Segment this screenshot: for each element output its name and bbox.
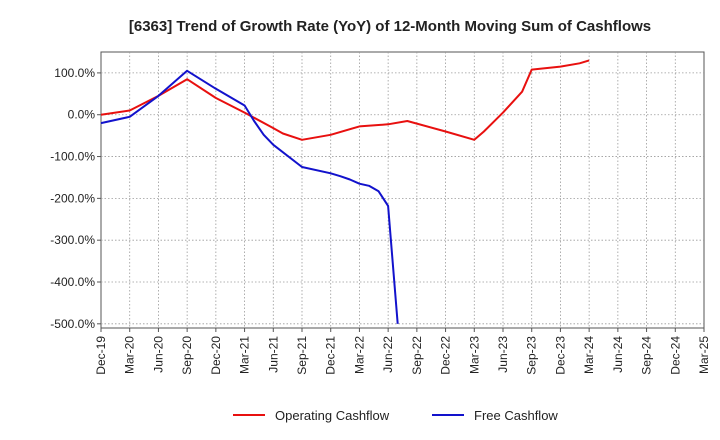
operating-cashflow-legend-label: Operating Cashflow	[275, 408, 390, 423]
series-lines	[100, 59, 590, 324]
x-axis: Dec-19 Mar-20 Jun-20 Sep-20 Dec-20 Mar-21 Jun-…	[94, 328, 711, 375]
chart-title: [6363] Trend of Growth Rate (YoY) of 12-…	[129, 18, 651, 35]
x-tick-label: Mar-21	[238, 336, 252, 374]
x-tick-label: Sep-23	[525, 336, 539, 375]
x-tick-label: Dec-22	[439, 336, 453, 375]
x-tick-label: Jun-22	[381, 336, 395, 373]
x-tick-label: Dec-24	[668, 336, 682, 375]
y-tick-label: 0.0%	[68, 108, 96, 122]
x-tick-label: Mar-22	[352, 336, 366, 374]
plot-area	[100, 51, 705, 329]
x-tick-label: Jun-24	[611, 336, 625, 373]
x-tick-label: Jun-20	[151, 336, 165, 373]
y-tick-label: -200.0%	[50, 191, 95, 205]
x-tick-label: Sep-21	[295, 336, 309, 375]
operating-cashflow-line	[100, 59, 590, 141]
x-tick-label: Dec-21	[324, 336, 338, 375]
free-cashflow-legend-label: Free Cashflow	[474, 408, 558, 423]
x-tick-label: Sep-22	[410, 336, 424, 375]
y-axis: 100.0% 0.0% -100.0% -200.0% -300.0% -400.0% -5…	[50, 66, 101, 331]
y-tick-label: -100.0%	[50, 150, 95, 164]
legend: Operating Cashflow Free Cashflow	[233, 408, 558, 423]
y-tick-label: 100.0%	[54, 66, 95, 80]
x-tick-label: Jun-21	[266, 336, 280, 373]
x-tick-label: Mar-24	[582, 336, 596, 374]
x-tick-label: Mar-20	[123, 336, 137, 374]
x-tick-label: Mar-25	[697, 336, 711, 374]
free-cashflow-line	[100, 69, 399, 324]
y-tick-label: -300.0%	[50, 233, 95, 247]
x-tick-label: Mar-23	[467, 336, 481, 374]
y-tick-label: -400.0%	[50, 275, 95, 289]
x-tick-label: Jun-23	[496, 336, 510, 373]
x-tick-label: Sep-24	[640, 336, 654, 375]
y-tick-label: -500.0%	[50, 317, 95, 331]
grid	[101, 52, 704, 328]
x-tick-label: Dec-23	[553, 336, 567, 375]
x-tick-label: Dec-20	[209, 336, 223, 375]
x-tick-label: Dec-19	[94, 336, 108, 375]
x-tick-label: Sep-20	[180, 336, 194, 375]
